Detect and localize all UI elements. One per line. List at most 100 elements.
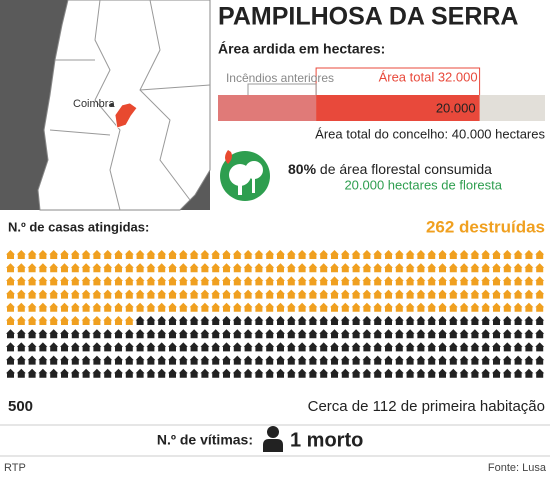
house xyxy=(481,329,491,339)
house-destroyed xyxy=(6,263,15,273)
house-destroyed xyxy=(438,250,447,259)
house xyxy=(340,355,350,365)
house-destroyed xyxy=(308,289,318,299)
house-destroyed xyxy=(168,276,177,286)
victims-text: 1 morto xyxy=(290,429,363,451)
house xyxy=(254,329,264,339)
house xyxy=(211,316,221,325)
house-destroyed xyxy=(124,302,134,312)
house xyxy=(254,316,264,325)
house xyxy=(81,368,91,378)
house-destroyed xyxy=(114,263,123,273)
house xyxy=(286,368,296,378)
house-destroyed xyxy=(27,276,37,286)
house-destroyed xyxy=(49,316,59,325)
house-destroyed xyxy=(6,316,15,325)
house xyxy=(6,329,15,339)
house-destroyed xyxy=(308,276,318,286)
house xyxy=(427,316,437,325)
house xyxy=(416,368,426,378)
house xyxy=(276,342,285,352)
house-destroyed xyxy=(416,263,426,273)
house xyxy=(189,355,199,365)
house-destroyed xyxy=(146,289,156,299)
house-destroyed xyxy=(103,250,113,259)
house xyxy=(470,342,480,352)
house-destroyed xyxy=(27,302,37,312)
house xyxy=(265,368,275,378)
house-destroyed xyxy=(351,263,361,273)
house xyxy=(200,368,210,378)
house-destroyed xyxy=(49,276,59,286)
municipality-label: Área total do concelho: 40.000 hectares xyxy=(315,126,545,141)
house xyxy=(492,329,501,339)
house xyxy=(524,368,534,378)
house xyxy=(373,316,383,325)
house-destroyed xyxy=(492,289,501,299)
house-destroyed xyxy=(405,276,415,286)
house-destroyed xyxy=(178,302,188,312)
house-destroyed xyxy=(384,276,393,286)
house-destroyed xyxy=(157,250,167,259)
house-destroyed xyxy=(157,263,167,273)
house-destroyed xyxy=(135,289,145,299)
house xyxy=(513,355,523,365)
house-destroyed xyxy=(470,276,480,286)
house xyxy=(384,342,393,352)
house-destroyed xyxy=(492,263,501,273)
house-destroyed xyxy=(448,263,458,273)
house xyxy=(189,329,199,339)
house xyxy=(405,368,415,378)
house xyxy=(276,355,285,365)
house-destroyed xyxy=(286,302,296,312)
house xyxy=(92,355,102,365)
house xyxy=(168,316,177,325)
house xyxy=(114,368,123,378)
house-destroyed xyxy=(297,250,307,259)
house-destroyed xyxy=(232,302,242,312)
house-destroyed xyxy=(81,316,91,325)
houses-heading: N.º de casas atingidas: xyxy=(8,219,149,234)
map-borders xyxy=(49,0,211,211)
house xyxy=(373,342,383,352)
house xyxy=(416,342,426,352)
house-destroyed xyxy=(6,276,15,286)
house xyxy=(114,355,123,365)
house-destroyed xyxy=(27,263,37,273)
house-destroyed xyxy=(427,302,437,312)
house xyxy=(168,329,177,339)
house-destroyed xyxy=(319,250,329,259)
house xyxy=(200,342,210,352)
house-destroyed xyxy=(308,250,318,259)
house-destroyed xyxy=(362,302,372,312)
house-destroyed xyxy=(189,302,199,312)
house-destroyed xyxy=(243,289,253,299)
house xyxy=(330,342,339,352)
house-destroyed xyxy=(276,289,285,299)
house-destroyed xyxy=(49,289,59,299)
house xyxy=(254,368,264,378)
house xyxy=(448,329,458,339)
house xyxy=(6,342,15,352)
house xyxy=(200,316,210,325)
house-destroyed xyxy=(38,263,48,273)
house xyxy=(308,355,318,365)
house xyxy=(513,316,523,325)
house xyxy=(211,329,221,339)
house-destroyed xyxy=(351,289,361,299)
house xyxy=(286,355,296,365)
house xyxy=(124,342,134,352)
house xyxy=(114,329,123,339)
houses-total: 500 xyxy=(8,398,33,415)
house xyxy=(60,342,69,352)
house-destroyed xyxy=(6,289,15,299)
house-destroyed xyxy=(189,250,199,259)
house-destroyed xyxy=(448,250,458,259)
house xyxy=(308,342,318,352)
house xyxy=(319,316,329,325)
houses-destroyed-label: 262 destruídas xyxy=(426,217,545,236)
house-destroyed xyxy=(297,276,307,286)
house-destroyed xyxy=(103,316,113,325)
house-destroyed xyxy=(189,289,199,299)
house xyxy=(265,316,275,325)
